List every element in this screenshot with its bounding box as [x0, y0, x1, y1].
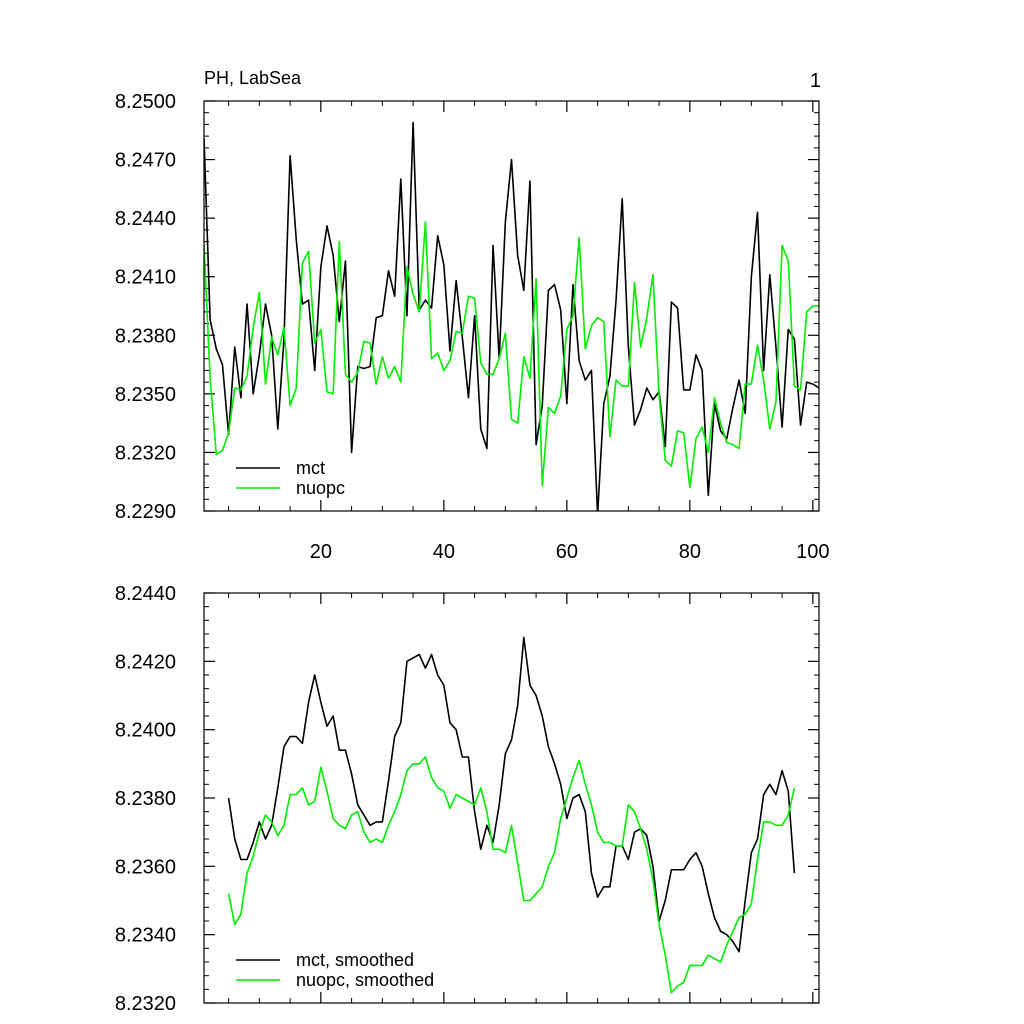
top-chart-corner-label: 1 — [810, 70, 821, 92]
x-tick-label: 100 — [796, 541, 829, 563]
y-tick-label: 8.2290 — [115, 501, 176, 523]
top-chart-title: PH, LabSea — [204, 68, 302, 88]
y-tick-label: 8.2320 — [115, 993, 176, 1015]
y-tick-label: 8.2440 — [115, 583, 176, 605]
top-chart: PH, LabSea 1 8.22908.23208.23508.23808.2… — [115, 68, 830, 563]
y-tick-label: 8.2410 — [115, 267, 176, 289]
legend-label: mct, smoothed — [296, 950, 414, 970]
bottom-chart: 8.2320 8.2340 8.2360 8.2380 8.2400 8.2420 8.24… — [115, 583, 820, 1015]
bottom-chart-series-nuopc-smoothed — [227, 756, 796, 994]
x-tick-label: 80 — [679, 541, 701, 563]
legend-label: mct — [296, 458, 325, 478]
bottom-chart-plot-frame — [203, 592, 820, 1004]
top-chart-series — [204, 121, 819, 511]
y-tick-label: 8.2500 — [115, 91, 176, 113]
x-tick-label: 20 — [310, 541, 332, 563]
x-tick-label: 40 — [433, 541, 455, 563]
legend-label: nuopc — [296, 478, 345, 498]
bottom-chart-series-mct-smoothed — [227, 636, 796, 953]
y-tick-label: 8.2340 — [115, 925, 176, 947]
y-tick-label: 8.2320 — [115, 442, 176, 464]
top-chart-series-nuopc — [204, 221, 819, 489]
y-tick-label: 8.2380 — [115, 325, 176, 347]
bottom-chart-series — [227, 636, 796, 994]
y-tick-label: 8.2420 — [115, 651, 176, 673]
x-tick-label: 60 — [556, 541, 578, 563]
y-tick-label: 8.2380 — [115, 788, 176, 810]
y-tick-label: 8.2400 — [115, 720, 176, 742]
legend-label: nuopc, smoothed — [296, 970, 434, 990]
top-chart-series-mct — [204, 121, 819, 511]
y-tick-label: 8.2470 — [115, 150, 176, 172]
y-tick-label: 8.2360 — [115, 856, 176, 878]
y-tick-label: 8.2440 — [115, 208, 176, 230]
bottom-chart-ticks: 8.2320 8.2340 8.2360 8.2380 8.2400 8.2420 8.24… — [115, 583, 819, 1015]
y-tick-label: 8.2350 — [115, 384, 176, 406]
top-chart-plot-frame — [203, 100, 820, 512]
top-chart-ticks: 8.2290 8.2320 8.2350 8.2380 8.2410 8.2440 8.24… — [115, 91, 830, 563]
